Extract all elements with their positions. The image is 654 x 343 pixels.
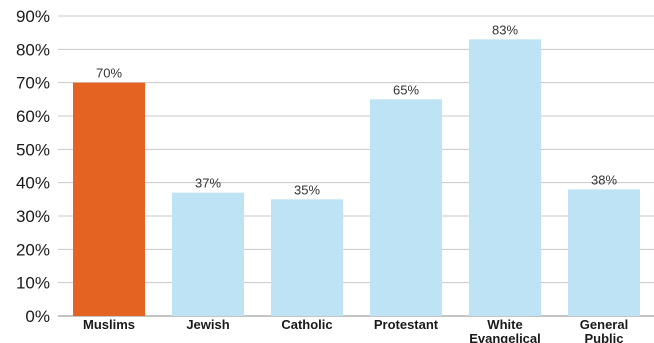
bar-3 bbox=[370, 99, 442, 316]
x-tick-label: White bbox=[487, 317, 522, 332]
bar-4 bbox=[469, 39, 541, 316]
y-tick-label: 60% bbox=[16, 107, 50, 126]
y-tick-label: 40% bbox=[16, 174, 50, 193]
y-tick-label: 0% bbox=[25, 307, 50, 326]
bar-1 bbox=[172, 192, 244, 316]
x-tick-label: Evangelical bbox=[469, 331, 541, 343]
y-tick-label: 10% bbox=[16, 274, 50, 293]
x-tick-label: Muslims bbox=[83, 317, 135, 332]
x-tick-label: Public bbox=[584, 331, 623, 343]
y-tick-label: 70% bbox=[16, 74, 50, 93]
x-tick-label: Catholic bbox=[281, 317, 332, 332]
data-label: 83% bbox=[492, 22, 518, 37]
bars bbox=[73, 39, 640, 317]
y-tick-label: 50% bbox=[16, 140, 50, 159]
data-label: 35% bbox=[294, 182, 320, 197]
y-tick-label: 20% bbox=[16, 240, 50, 259]
bar-0 bbox=[73, 82, 145, 317]
x-tick-label: General bbox=[580, 317, 628, 332]
data-label: 37% bbox=[195, 176, 221, 191]
y-axis: 0% 10% 20% 30% 40% 50% 60% 70% 80% 90% bbox=[16, 7, 50, 326]
gridlines bbox=[58, 15, 654, 317]
x-tick-label: Protestant bbox=[374, 317, 439, 332]
data-label: 70% bbox=[96, 66, 122, 81]
y-tick-label: 90% bbox=[16, 7, 50, 26]
bar-5 bbox=[568, 189, 640, 316]
x-axis: Muslims Jewish Catholic Protestant WhiteEvan… bbox=[83, 317, 628, 343]
data-label: 38% bbox=[591, 172, 617, 187]
y-tick-label: 80% bbox=[16, 40, 50, 59]
data-label: 65% bbox=[393, 82, 419, 97]
x-tick-label: Jewish bbox=[186, 317, 229, 332]
data-labels: 70% 37% 35% 65% 83% 38% bbox=[96, 22, 617, 197]
y-tick-label: 30% bbox=[16, 207, 50, 226]
bar-2 bbox=[271, 199, 343, 316]
